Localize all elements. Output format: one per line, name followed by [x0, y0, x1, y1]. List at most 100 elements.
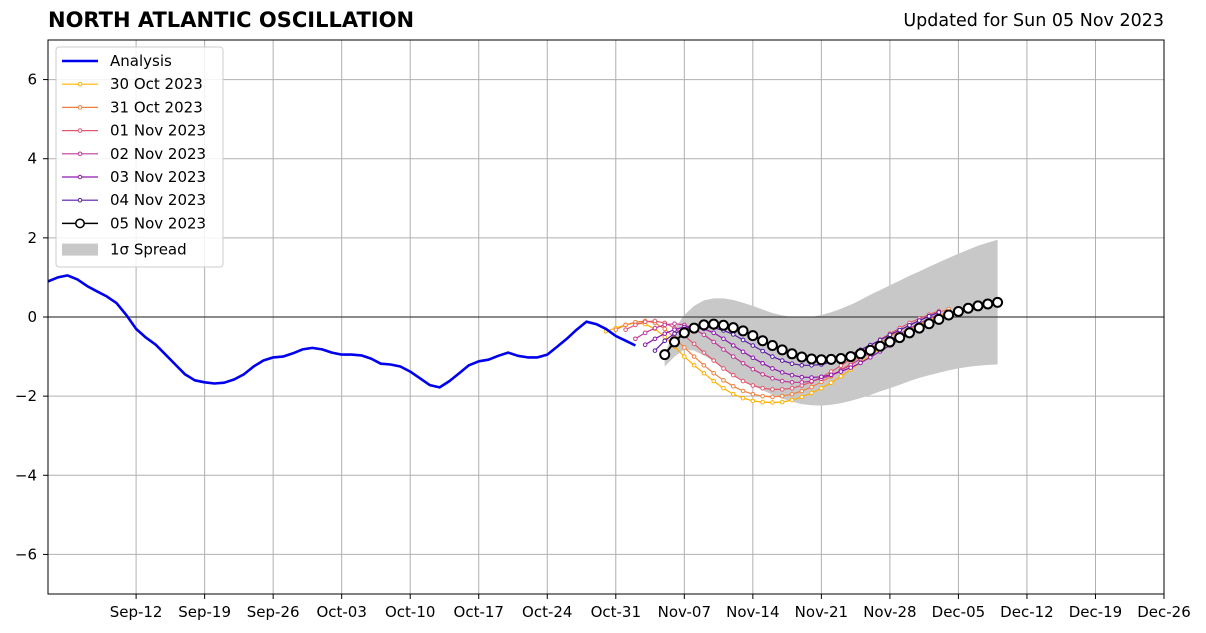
forecast-point — [623, 322, 628, 328]
forecast-point — [662, 326, 668, 332]
forecast-point — [672, 321, 677, 327]
legend-label: 02 Nov 2023 — [110, 145, 206, 163]
forecast-point — [779, 399, 785, 405]
forecast-point — [936, 309, 942, 315]
forecast-point — [642, 330, 648, 336]
legend-marker — [77, 105, 83, 110]
legend-label: 1σ Spread — [110, 241, 187, 259]
forecast-point — [711, 339, 716, 345]
forecast-point — [682, 354, 687, 359]
forecast-point — [952, 305, 964, 317]
forecast-point — [760, 385, 765, 391]
forecast-point — [750, 391, 756, 397]
forecast-point — [789, 372, 795, 378]
spread-band — [664, 239, 998, 406]
forecast-point — [770, 387, 775, 392]
y-tick-label: 0 — [27, 308, 37, 326]
updated-label: Updated for Sun 05 Nov 2023 — [903, 11, 1164, 31]
forecast-point — [926, 313, 932, 319]
x-tick-label: Sep-12 — [110, 603, 163, 621]
forecast-point — [858, 360, 863, 366]
forecast-point — [662, 331, 668, 336]
forecast-point — [992, 296, 1004, 308]
forecast-point — [633, 336, 638, 342]
forecast-point — [662, 322, 668, 328]
forecast-point — [806, 353, 818, 365]
forecast-point — [933, 313, 945, 325]
forecast-point — [730, 354, 736, 359]
forecast-point — [737, 325, 749, 337]
forecast-point — [721, 366, 726, 371]
forecast-point — [760, 372, 765, 377]
x-tick-label: Nov-28 — [863, 603, 916, 621]
forecast-point — [809, 384, 814, 390]
forecast-point — [760, 399, 765, 405]
forecast-point — [652, 318, 658, 324]
forecast-point — [730, 372, 736, 378]
forecast-point — [750, 355, 756, 361]
x-tick-label: Oct-24 — [522, 603, 572, 621]
forecast-point — [750, 366, 756, 372]
forecast-point — [688, 322, 700, 334]
forecast-point — [903, 327, 915, 339]
forecast-point — [652, 325, 658, 331]
forecast-point — [972, 300, 984, 312]
forecast-point — [766, 339, 778, 351]
forecast-point — [623, 327, 628, 332]
forecast-point — [770, 394, 775, 400]
forecast-point — [682, 345, 687, 350]
forecast-point — [760, 360, 765, 366]
x-tick-label: Sep-19 — [178, 603, 231, 621]
forecast-point — [897, 327, 902, 333]
forecast-point — [845, 351, 857, 363]
forecast-point — [717, 319, 729, 331]
forecast-point — [633, 322, 638, 328]
forecast-point — [819, 374, 824, 380]
y-tick-label: 2 — [27, 229, 37, 247]
analysis-line — [48, 274, 636, 389]
x-tick-label: Oct-31 — [591, 603, 641, 621]
forecast-point — [776, 344, 788, 356]
legend-label: 04 Nov 2023 — [110, 191, 206, 209]
x-tick-label: Dec-12 — [1000, 603, 1054, 621]
forecast-point — [913, 322, 925, 334]
forecast-point — [740, 337, 746, 343]
forecast-point — [887, 332, 893, 338]
forecast-point — [786, 348, 798, 360]
forecast-point — [711, 378, 716, 384]
forecast-point — [730, 343, 736, 348]
forecast-point — [770, 376, 775, 381]
forecast-point — [848, 365, 854, 370]
forecast-point — [828, 372, 834, 378]
forecast-point — [698, 319, 710, 331]
forecast-point — [669, 336, 681, 348]
forecast-point — [962, 302, 974, 314]
legend-marker — [77, 151, 83, 157]
forecast-point — [828, 380, 834, 385]
legend-label: 30 Oct 2023 — [110, 75, 203, 93]
x-tick-label: Dec-19 — [1069, 603, 1123, 621]
forecast-point — [815, 354, 827, 366]
forecast-point — [943, 309, 955, 321]
forecast-point — [809, 375, 814, 380]
forecast-point — [691, 354, 697, 359]
forecast-point — [825, 353, 837, 365]
forecast-point — [779, 387, 785, 392]
forecast-point — [923, 318, 935, 330]
forecast-point — [770, 354, 775, 359]
forecast-point — [701, 350, 707, 355]
forecast-point — [740, 349, 746, 355]
forecast-point — [779, 393, 785, 399]
forecast-point — [799, 362, 805, 368]
forecast-point — [789, 379, 795, 385]
legend-marker — [77, 128, 83, 133]
forecast-point — [711, 358, 716, 363]
forecast-point — [613, 327, 619, 332]
forecast-point — [721, 336, 726, 342]
forecast-point — [721, 378, 726, 383]
forecast-point — [750, 343, 756, 348]
forecast-point — [750, 398, 756, 404]
forecast-point — [838, 369, 844, 374]
forecast-point — [740, 395, 746, 401]
